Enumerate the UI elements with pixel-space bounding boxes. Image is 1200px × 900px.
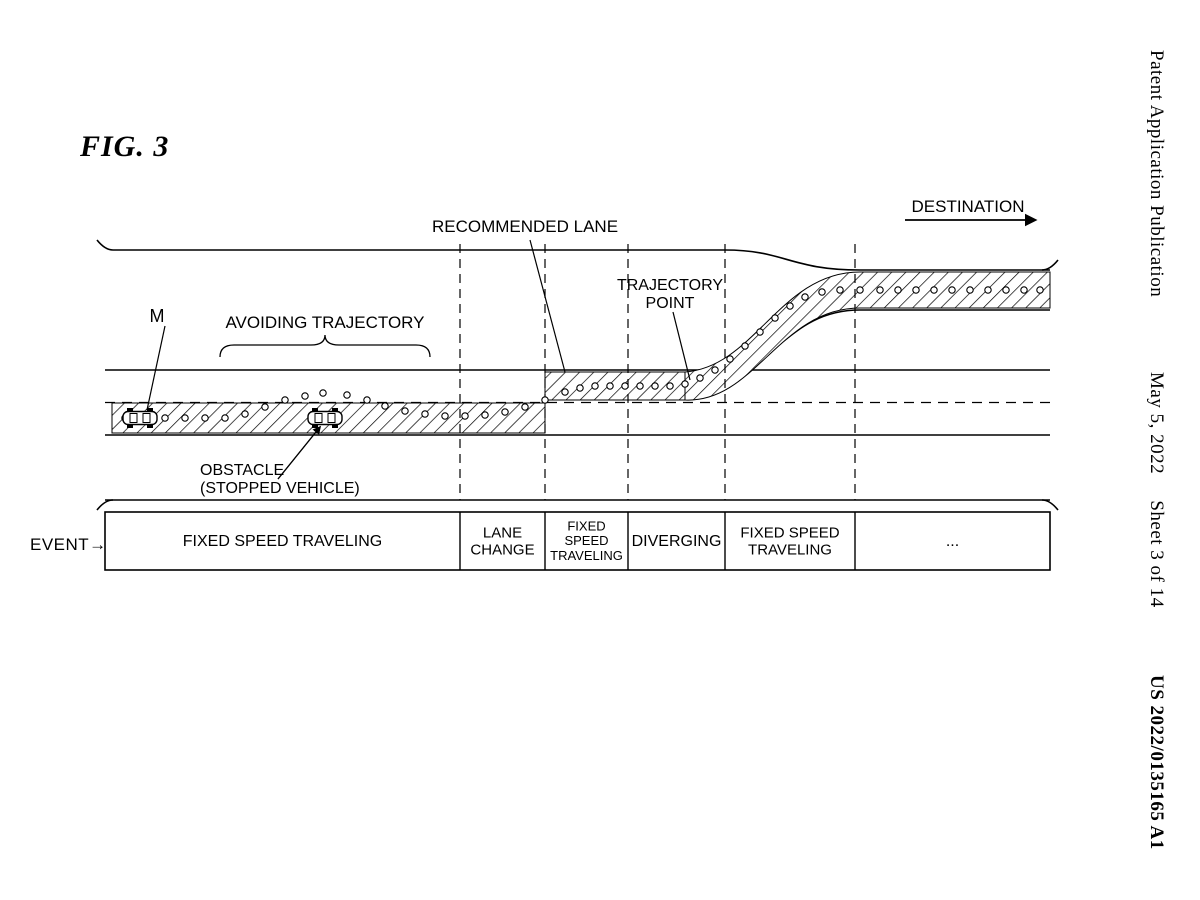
- event-cell-text: FIXED SPEED TRAVELING: [183, 533, 382, 550]
- trajectory-point: [502, 409, 508, 415]
- event-cell-text: DIVERGING: [632, 533, 722, 550]
- trajectory-point: [364, 397, 370, 403]
- event-cell-text: ...: [946, 533, 959, 550]
- trajectory-point: [577, 385, 583, 391]
- trajectory-point: [667, 383, 673, 389]
- diagram-label: AVOIDING TRAJECTORY: [225, 313, 424, 332]
- trajectory-point: [967, 287, 973, 293]
- vehicle-icon: [308, 408, 342, 428]
- event-cell-text: CHANGE: [470, 542, 534, 559]
- event-cell-text: TRAVELING: [748, 542, 832, 559]
- trajectory-point: [697, 375, 703, 381]
- publication-label: Patent Application Publication: [1145, 50, 1167, 297]
- trajectory-point: [382, 403, 388, 409]
- trajectory-point: [877, 287, 883, 293]
- event-cell-text: FIXED: [567, 518, 605, 533]
- trajectory-point: [1021, 287, 1027, 293]
- trajectory-point: [262, 404, 268, 410]
- trajectory-point: [462, 413, 468, 419]
- patent-page: Patent Application Publication May 5, 20…: [0, 0, 1200, 900]
- trajectory-point: [242, 411, 248, 417]
- trajectory-point: [542, 397, 548, 403]
- trajectory-point: [622, 383, 628, 389]
- page-sidebar: Patent Application Publication May 5, 20…: [1142, 50, 1170, 850]
- trajectory-point: [985, 287, 991, 293]
- trajectory-point: [320, 390, 326, 396]
- trajectory-point: [1003, 287, 1009, 293]
- brace-icon: [220, 335, 430, 357]
- trajectory-point: [344, 392, 350, 398]
- event-cell-text: LANE: [483, 524, 522, 541]
- trajectory-point: [422, 411, 428, 417]
- event-cell-text: SPEED: [564, 533, 608, 548]
- sheet-number: Sheet 3 of 14: [1146, 501, 1167, 608]
- trajectory-point: [787, 303, 793, 309]
- diagram-label: DESTINATION: [911, 200, 1024, 216]
- trajectory-point: [895, 287, 901, 293]
- diagram-label: TRAJECTORY: [617, 277, 723, 294]
- trajectory-point: [772, 315, 778, 321]
- trajectory-point: [442, 413, 448, 419]
- event-label: EVENT→: [30, 535, 107, 555]
- diagram-label: POINT: [646, 295, 695, 312]
- trajectory-point: [162, 415, 168, 421]
- trajectory-point: [949, 287, 955, 293]
- trajectory-point: [637, 383, 643, 389]
- trajectory-point: [182, 415, 188, 421]
- trajectory-point: [682, 381, 688, 387]
- diagram-label: M: [150, 306, 165, 326]
- trajectory-point: [742, 343, 748, 349]
- diagram-label: (STOPPED VEHICLE): [200, 480, 360, 497]
- trajectory-point: [837, 287, 843, 293]
- trajectory-point: [562, 389, 568, 395]
- trajectory-point: [522, 404, 528, 410]
- vehicle-icon: [123, 408, 157, 428]
- trajectory-point: [302, 393, 308, 399]
- event-cell-text: FIXED SPEED: [740, 524, 839, 541]
- figure-title: FIG. 3: [80, 130, 169, 164]
- trajectory-point: [802, 294, 808, 300]
- trajectory-point: [1037, 287, 1043, 293]
- publication-date: May 5, 2022: [1146, 372, 1167, 474]
- trajectory-point: [857, 287, 863, 293]
- trajectory-point: [592, 383, 598, 389]
- diagram-label: OBSTACLE: [200, 462, 284, 479]
- trajectory-point: [931, 287, 937, 293]
- trajectory-point: [757, 329, 763, 335]
- diagram-label: RECOMMENDED LANE: [432, 217, 618, 236]
- trajectory-point: [402, 408, 408, 414]
- trajectory-point: [652, 383, 658, 389]
- trajectory-point: [712, 367, 718, 373]
- trajectory-point: [282, 397, 288, 403]
- trajectory-point: [222, 415, 228, 421]
- trajectory-point: [727, 356, 733, 362]
- trajectory-point: [202, 415, 208, 421]
- docket-number: US 2022/0135165 A1: [1145, 675, 1167, 850]
- trajectory-point: [913, 287, 919, 293]
- trajectory-point: [819, 289, 825, 295]
- trajectory-point: [607, 383, 613, 389]
- event-cell-text: TRAVELING: [550, 548, 623, 563]
- trajectory-point: [482, 412, 488, 418]
- lane-diagram: FIXED SPEED TRAVELING LANECHANGE FIXEDSPEE…: [30, 200, 1070, 680]
